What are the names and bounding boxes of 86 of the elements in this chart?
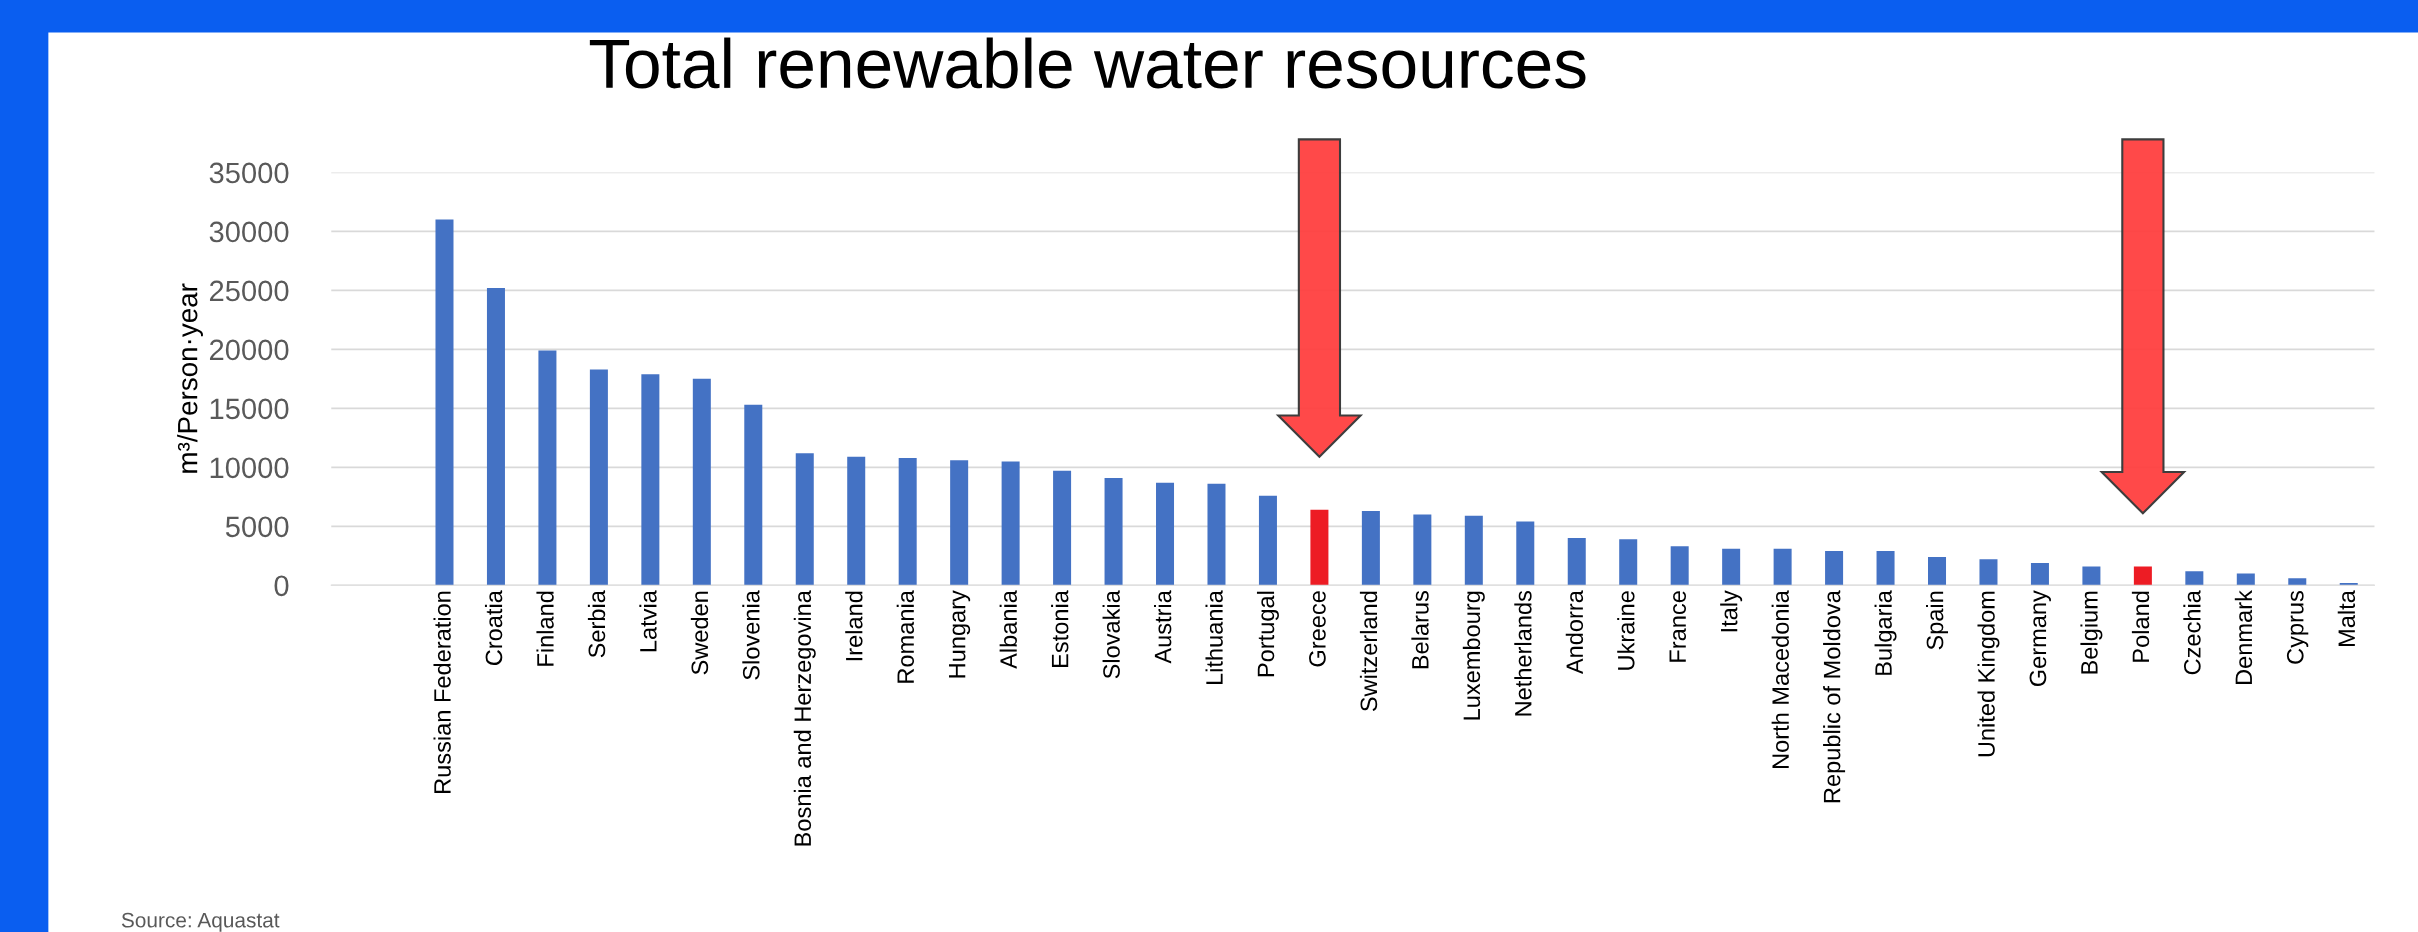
x-tick-label: United Kingdom — [1977, 591, 2000, 757]
x-tick-label: France — [1669, 591, 1687, 662]
x-tick-label: Latvia — [639, 590, 657, 652]
x-tick-label: Germany — [2029, 590, 2051, 687]
bar — [589, 369, 608, 586]
bar — [1722, 548, 1741, 586]
x-tick-label: Greece — [1309, 591, 1326, 667]
x-tick-label: Republic of Moldova — [1823, 590, 1846, 803]
x-tick-label: Austria — [1154, 590, 1172, 664]
bar — [847, 456, 866, 586]
bar — [1567, 538, 1586, 586]
bar — [1773, 548, 1792, 586]
bar — [1928, 556, 1947, 586]
bar — [898, 457, 917, 586]
x-tick-label: Spain — [1926, 591, 1949, 650]
bar — [1207, 483, 1226, 586]
x-tick-label: Albania — [999, 590, 1017, 669]
x-tick-label: Estonia — [1051, 590, 1069, 667]
x-tick-label: Bulgaria — [1874, 590, 1897, 675]
x-tick-label: Ukraine — [1617, 591, 1635, 670]
x-tick-label: Italy — [1720, 590, 1743, 632]
y-tick-label: 0 — [274, 575, 289, 597]
bar — [950, 460, 969, 586]
source-note: Source: Aquastat — [121, 912, 280, 932]
x-tick-label: Hungary — [949, 590, 971, 678]
bar — [692, 378, 711, 586]
bar — [1825, 551, 1844, 586]
bar — [1516, 521, 1535, 586]
x-tick-label: Portugal — [1256, 591, 1279, 677]
x-tick-label: Ireland — [845, 591, 863, 661]
bar — [1979, 559, 1998, 586]
x-tick-label: Belgium — [2080, 591, 2103, 674]
x-tick-label: Malta — [2337, 590, 2356, 646]
x-tick-label: Poland — [2131, 591, 2150, 662]
x-tick-label: Slovakia — [1102, 590, 1120, 679]
y-tick-label: 25000 — [209, 280, 289, 302]
bar — [1310, 509, 1329, 586]
x-tick-label: Slovenia — [742, 590, 760, 680]
x-tick-label: Andorra — [1565, 590, 1584, 675]
x-tick-label: Romania — [896, 590, 915, 683]
y-tick-label: 35000 — [209, 162, 289, 184]
bar — [2288, 578, 2307, 586]
bar — [744, 404, 763, 586]
bar — [1258, 495, 1277, 586]
bar — [2082, 566, 2101, 586]
bar — [1413, 514, 1432, 586]
x-tick-label: Serbia — [587, 590, 606, 658]
y-tick-label: 10000 — [210, 457, 289, 479]
x-tick-label: Russian Federation — [433, 591, 451, 793]
bar — [1464, 515, 1483, 586]
x-tick-label: Bosnia and Herzegovina — [793, 590, 816, 846]
bar — [795, 453, 814, 586]
x-tick-label: Sweden — [690, 591, 709, 675]
bar — [2030, 562, 2049, 586]
x-tick-label: Luxembourg — [1462, 591, 1485, 720]
bar — [1156, 482, 1175, 586]
bar — [1053, 470, 1072, 586]
x-tick-label: Netherlands — [1514, 591, 1532, 716]
x-tick-label: Belarus — [1411, 591, 1429, 669]
bar — [486, 288, 505, 586]
bar — [2236, 573, 2255, 586]
x-tick-label: Croatia — [484, 590, 503, 666]
y-tick-label: 20000 — [209, 339, 289, 361]
x-tick-label: Czechia — [2183, 590, 2201, 675]
x-tick-label: Cyprus — [2286, 591, 2309, 664]
x-tick-label: Switzerland — [1359, 591, 1378, 712]
bar — [1104, 477, 1123, 586]
bar — [1876, 551, 1895, 586]
x-tick-label: Lithuania — [1205, 590, 1223, 685]
x-tick-label: North Macedonia — [1771, 590, 1789, 769]
y-axis-title: m³/Person·year — [177, 283, 203, 473]
y-tick-label: 30000 — [209, 221, 289, 243]
chart-title: Total renewable water resources — [589, 37, 1586, 89]
bar — [1361, 510, 1380, 586]
x-tick-label: Denmark — [2234, 590, 2253, 684]
bar — [2185, 571, 2204, 586]
bar — [538, 350, 557, 586]
bar — [2133, 566, 2152, 586]
y-tick-label: 15000 — [210, 398, 289, 420]
bar — [1670, 546, 1689, 586]
bar — [1619, 539, 1638, 586]
x-tick-label: Finland — [536, 591, 554, 666]
y-tick-label: 5000 — [225, 516, 289, 538]
bar — [1001, 461, 1020, 586]
bar — [641, 374, 660, 586]
bar — [435, 219, 454, 586]
